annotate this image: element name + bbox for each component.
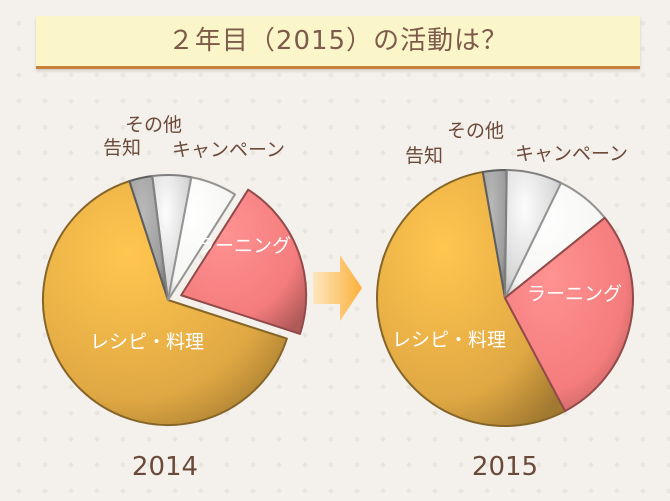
pie-chart-2014 [42, 174, 308, 426]
label-2014-recipe: レシピ・料理 [90, 331, 204, 353]
label-2015-recipe: レシピ・料理 [392, 329, 506, 351]
label-2015-other: その他 [447, 120, 504, 142]
pie-slice-2015-learning [504, 216, 634, 413]
label-2014-other: その他 [125, 114, 182, 136]
page-title: ２年目（2015）の活動は？ [167, 26, 509, 56]
pie-slice-2014-campaign [167, 176, 236, 301]
label-2014-notice: 告知 [103, 137, 141, 159]
year-label-2014: 2014 [132, 452, 198, 482]
label-2015-learning: ラーニング [527, 283, 622, 305]
pie-chart-2015 [375, 169, 634, 427]
pie-slice-2014-learning [180, 188, 308, 335]
pie-slice-2015-recipe [375, 170, 567, 427]
label-2015-campaign: キャンペーン [515, 143, 628, 165]
label-2014-campaign: キャンペーン [172, 139, 285, 161]
pie-slice-2014-recipe [42, 180, 288, 426]
arrow-icon [313, 255, 362, 321]
title-banner: ２年目（2015）の活動は？ [36, 16, 640, 69]
label-2014-learning: ラーニング [196, 235, 291, 257]
label-2015-notice: 告知 [405, 145, 443, 167]
year-label-2015: 2015 [472, 452, 538, 482]
